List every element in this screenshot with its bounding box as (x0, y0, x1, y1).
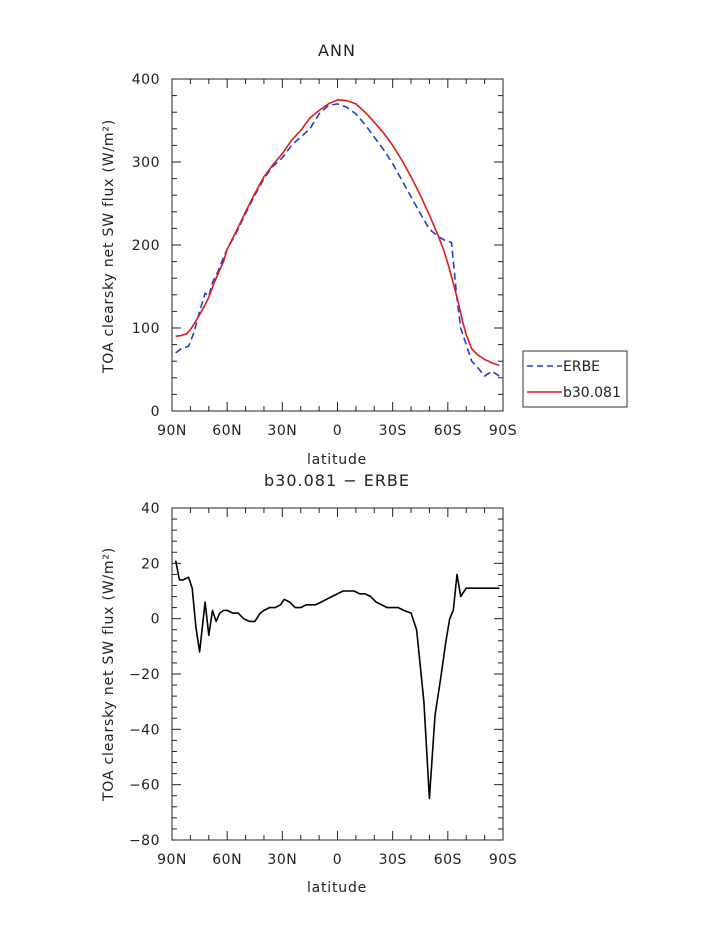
x-tick-label: 0 (333, 423, 342, 439)
x-tick-label: 90N (157, 852, 187, 868)
y-tick-label: −60 (129, 778, 160, 794)
series-line-difference (174, 560, 500, 800)
y-tick-label: 300 (132, 155, 160, 171)
y-tick-label: 200 (132, 238, 160, 254)
series-layer (174, 560, 500, 800)
y-tick-label: 0 (151, 612, 160, 628)
x-tick-label: 60S (434, 852, 462, 868)
y-tick-label: 0 (151, 404, 160, 420)
y-tick-label: −80 (129, 833, 160, 849)
legend-box (522, 350, 628, 408)
y-tick-label: 400 (132, 72, 160, 88)
x-tick-label: 30N (267, 423, 297, 439)
annual-flux-chart: ANN 90N 60N 30N 0 30S 60S 90S 0 100 200 300 400 lat… (101, 41, 628, 468)
y-axis-label: TOA clearsky net SW flux (W/m²) (101, 119, 117, 374)
y-tick-label: 20 (141, 556, 160, 572)
series-line-erbe (175, 103, 500, 377)
x-tick-label: 30S (379, 852, 407, 868)
y-tick-label: −20 (129, 667, 160, 683)
x-tick-label: 30N (267, 852, 297, 868)
y-tick-label: 100 (132, 321, 160, 337)
legend: ERBE b30.081 (522, 350, 628, 408)
y-axis-label: TOA clearsky net SW flux (W/m²) (101, 547, 117, 802)
chart-title: ANN (318, 41, 356, 60)
x-tick-label: 60N (212, 423, 242, 439)
x-tick-label: 90S (489, 852, 517, 868)
x-axis-label: latitude (307, 452, 367, 468)
difference-chart: b30.081 − ERBE 90N 60N 30N 0 30S 60S 90S −80 −60… (101, 471, 517, 896)
x-tick-label: 90S (489, 423, 517, 439)
x-tick-label: 90N (157, 423, 187, 439)
plot-frame (171, 78, 504, 412)
series-line-b30-081 (175, 99, 500, 367)
x-tick-label: 30S (379, 423, 407, 439)
x-axis-label: latitude (307, 880, 367, 896)
legend-label-b30: b30.081 (563, 385, 621, 401)
series-layer (175, 99, 500, 377)
legend-label-erbe: ERBE (563, 359, 600, 375)
x-tick-label: 0 (333, 852, 342, 868)
x-tick-label: 60S (434, 423, 462, 439)
axes: 90N 60N 30N 0 30S 60S 90S 0 100 200 300 400 (132, 72, 517, 439)
y-tick-label: −40 (129, 722, 160, 738)
y-tick-label: 40 (141, 501, 160, 517)
axes: 90N 60N 30N 0 30S 60S 90S −80 −60 −40 −20 0 20 40 (129, 501, 517, 868)
chart-title: b30.081 − ERBE (264, 471, 410, 490)
x-tick-label: 60N (212, 852, 242, 868)
plot-frame (171, 507, 504, 841)
